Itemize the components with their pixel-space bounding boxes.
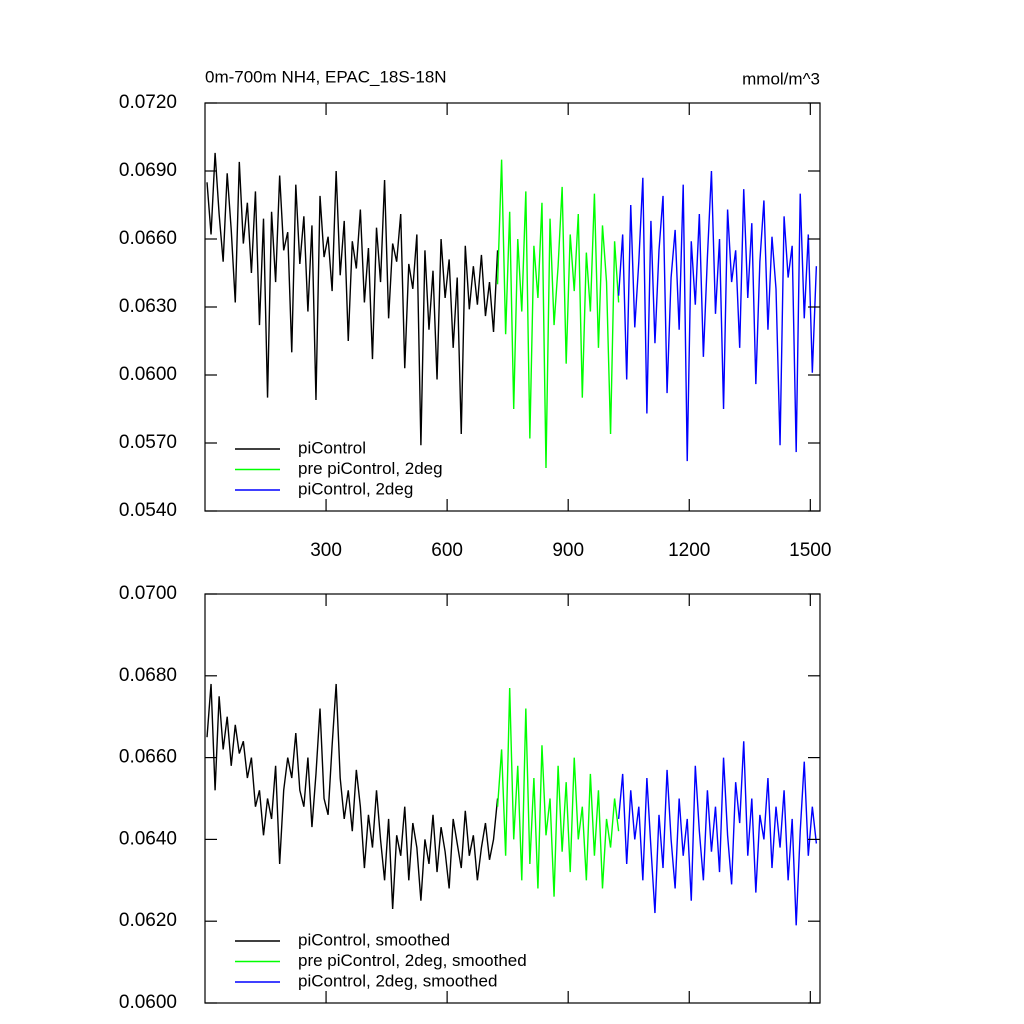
y-tick-label: 0.0700 <box>119 583 177 604</box>
y-tick-label: 0.0660 <box>119 228 177 249</box>
x-tick-label: 900 <box>552 540 584 561</box>
data-line <box>617 741 818 926</box>
data-line <box>206 152 499 446</box>
legend-label: piControl, smoothed <box>298 930 450 949</box>
x-tick-label: 1500 <box>789 540 831 561</box>
legend-label: piControl, 2deg <box>298 479 413 498</box>
legend-label: piControl, 2deg, smoothed <box>298 971 497 990</box>
y-tick-label: 0.0540 <box>119 500 177 521</box>
x-tick-label: 300 <box>310 540 342 561</box>
y-tick-label: 0.0570 <box>119 432 177 453</box>
x-tick-label: 1200 <box>668 540 710 561</box>
y-tick-label: 0.0680 <box>119 665 177 686</box>
legend-label: pre piControl, 2deg <box>298 459 443 478</box>
x-tick-label: 600 <box>431 540 463 561</box>
y-tick-label: 0.0620 <box>119 910 177 931</box>
y-tick-label: 0.0600 <box>119 364 177 385</box>
chart-title: 0m-700m NH4, EPAC_18S-18N <box>205 67 447 86</box>
y-tick-label: 0.0720 <box>119 92 177 113</box>
y-tick-label: 0.0640 <box>119 828 177 849</box>
y-tick-label: 0.0660 <box>119 747 177 768</box>
data-line <box>206 683 499 909</box>
plot-frame <box>204 593 821 1004</box>
data-line <box>617 170 818 462</box>
data-line <box>496 688 620 897</box>
units-label: mmol/m^3 <box>742 69 820 88</box>
y-tick-label: 0.0690 <box>119 160 177 181</box>
y-tick-label: 0.0630 <box>119 296 177 317</box>
data-line <box>496 159 620 468</box>
legend-label: piControl <box>298 438 366 457</box>
y-tick-label: 0.0600 <box>119 992 177 1013</box>
legend-label: pre piControl, 2deg, smoothed <box>298 951 527 970</box>
